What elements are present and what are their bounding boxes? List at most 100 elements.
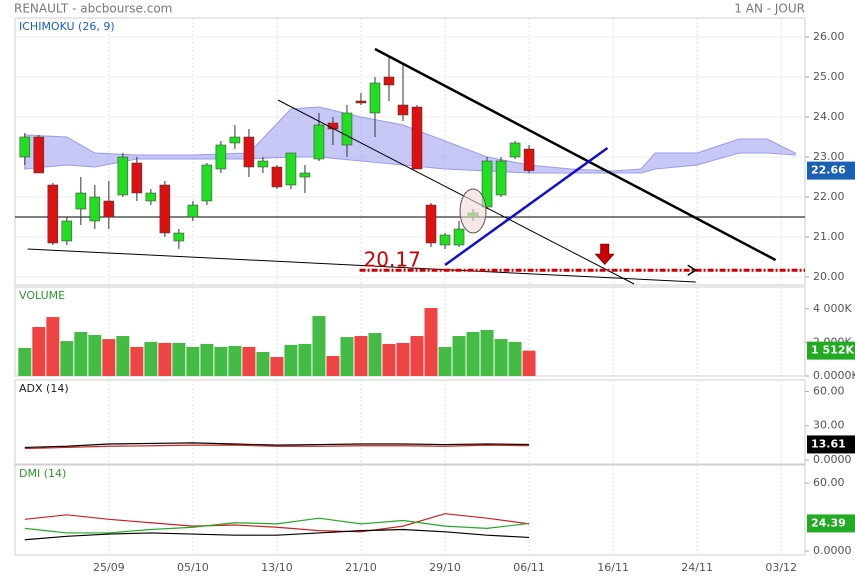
candle-body bbox=[313, 124, 325, 160]
candle-body bbox=[425, 204, 437, 244]
candle-body bbox=[159, 184, 171, 234]
panel-label: DMI (14) bbox=[19, 467, 66, 480]
volume-bar bbox=[312, 316, 326, 376]
volume-bar bbox=[298, 343, 312, 376]
x-tick-label: 24/11 bbox=[681, 561, 713, 574]
x-tick-label: 29/10 bbox=[429, 561, 461, 574]
volume-bar bbox=[340, 337, 354, 376]
candle-body bbox=[19, 136, 31, 158]
volume-bar bbox=[284, 344, 298, 376]
y-tick-label: 0.0000 bbox=[813, 544, 852, 557]
support-label: 20.17 bbox=[364, 248, 421, 272]
volume-bar bbox=[228, 345, 242, 376]
panel-label: VOLUME bbox=[19, 289, 65, 302]
candle-body bbox=[229, 136, 241, 144]
annotation-ellipse bbox=[459, 188, 487, 234]
candle-body bbox=[257, 160, 269, 168]
volume-bar bbox=[200, 343, 214, 376]
volume-bar bbox=[270, 357, 284, 376]
volume-bar bbox=[508, 341, 522, 376]
y-tick-label: 4 000K bbox=[813, 302, 852, 315]
candle-body bbox=[131, 162, 143, 194]
indicator-line bbox=[24, 444, 530, 450]
last-value-tag bbox=[807, 341, 855, 360]
last-value-tag bbox=[807, 161, 855, 180]
volume-bar bbox=[438, 346, 452, 376]
y-tick-label: 25.00 bbox=[813, 70, 845, 83]
volume-bar bbox=[326, 356, 340, 376]
volume-bar bbox=[46, 317, 60, 376]
volume-bar bbox=[186, 346, 200, 376]
y-tick-label: 24.00 bbox=[813, 110, 845, 123]
volume-bar bbox=[396, 342, 410, 376]
x-tick-label: 13/10 bbox=[261, 561, 293, 574]
volume-bar bbox=[102, 339, 116, 376]
indicator-line bbox=[24, 442, 530, 449]
x-tick-label: 21/10 bbox=[345, 561, 377, 574]
site-title: RENAULT - abcbourse.com bbox=[14, 2, 172, 16]
volume-bar bbox=[410, 336, 424, 376]
candle-body bbox=[61, 220, 73, 242]
trend-line bbox=[444, 146, 609, 267]
y-tick-label: 0.0000 bbox=[813, 453, 852, 466]
panel-frame bbox=[14, 379, 806, 465]
candle-body bbox=[187, 204, 199, 218]
support-arrow bbox=[687, 264, 698, 276]
indicator-line bbox=[24, 517, 530, 534]
candle-body bbox=[285, 152, 297, 186]
volume-bar bbox=[242, 346, 256, 376]
candle-body bbox=[509, 142, 521, 158]
candle-body bbox=[439, 234, 451, 246]
down-marker bbox=[594, 243, 615, 265]
trend-line bbox=[27, 248, 696, 283]
y-tick-label: 0.0000K bbox=[813, 369, 855, 382]
candle-body bbox=[89, 196, 101, 222]
x-tick-label: 05/10 bbox=[177, 561, 209, 574]
candle-body bbox=[201, 164, 213, 202]
panel-frame bbox=[14, 17, 806, 286]
last-value-tag bbox=[807, 435, 855, 454]
candle-body bbox=[117, 156, 129, 196]
y-tick-label: 30.00 bbox=[813, 419, 845, 432]
volume-bar bbox=[354, 336, 368, 376]
candle-body bbox=[215, 144, 227, 170]
volume-bar bbox=[382, 343, 396, 376]
volume-bar bbox=[172, 342, 186, 376]
last-value-label: 24.39 bbox=[811, 516, 846, 529]
panel-frame bbox=[14, 464, 806, 556]
volume-bar bbox=[424, 307, 438, 376]
candle-body bbox=[355, 100, 367, 104]
indicator-line bbox=[24, 513, 530, 533]
volume-bar bbox=[18, 347, 32, 376]
volume-bar bbox=[130, 346, 144, 376]
y-tick-label: 21.00 bbox=[813, 230, 845, 243]
period: 1 AN - JOUR bbox=[734, 2, 805, 16]
x-tick-label: 25/09 bbox=[93, 561, 125, 574]
last-value-tag bbox=[807, 514, 855, 533]
candle-body bbox=[453, 228, 465, 246]
volume-bar bbox=[158, 342, 172, 376]
candle-body bbox=[383, 76, 395, 86]
volume-bar bbox=[88, 335, 102, 376]
y-tick-label: 23.00 bbox=[813, 150, 845, 163]
candle-body bbox=[397, 104, 409, 116]
volume-bar bbox=[256, 351, 270, 376]
y-tick-label: 60.00 bbox=[813, 384, 845, 397]
volume-bar bbox=[480, 329, 494, 376]
candle-body bbox=[47, 184, 59, 244]
last-value-label: 13.61 bbox=[811, 437, 846, 450]
candle-body bbox=[481, 160, 493, 208]
trend-line bbox=[374, 47, 777, 262]
panel-label: ICHIMOKU (26, 9) bbox=[19, 20, 115, 33]
volume-bar bbox=[32, 326, 46, 376]
candle-body bbox=[341, 112, 353, 146]
candle-body bbox=[299, 172, 311, 178]
candle-body bbox=[243, 136, 255, 168]
volume-bar bbox=[214, 346, 228, 376]
x-tick-label: 06/11 bbox=[513, 561, 545, 574]
candle-body bbox=[411, 106, 423, 170]
candle-body bbox=[271, 166, 283, 188]
candle-body bbox=[495, 160, 507, 196]
panel-label: ADX (14) bbox=[19, 382, 69, 395]
